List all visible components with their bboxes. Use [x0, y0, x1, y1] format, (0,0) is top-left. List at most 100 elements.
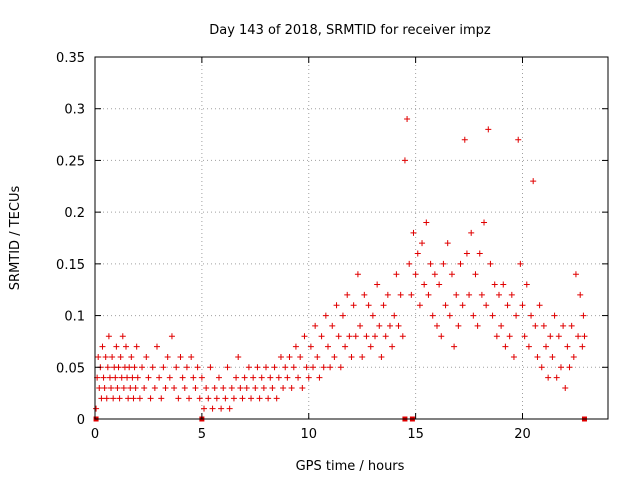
data-point — [481, 219, 488, 226]
data-point — [342, 343, 349, 350]
data-point — [248, 395, 255, 402]
data-point — [543, 343, 550, 350]
data-point — [352, 333, 359, 340]
data-point — [104, 364, 111, 371]
data-point — [282, 364, 289, 371]
data-point — [322, 312, 329, 319]
data-point — [560, 322, 567, 329]
data-point — [120, 384, 127, 391]
data-point — [423, 219, 430, 226]
data-point — [553, 374, 560, 381]
data-point — [525, 343, 532, 350]
data-point — [538, 364, 545, 371]
data-point — [540, 322, 547, 329]
data-point — [517, 260, 524, 267]
data-point — [250, 374, 257, 381]
data-point — [301, 333, 308, 340]
data-point — [393, 271, 400, 278]
y-tick-label: 0.2 — [64, 206, 85, 221]
data-point — [209, 405, 216, 412]
data-point — [414, 250, 421, 257]
data-point — [133, 343, 140, 350]
data-point — [175, 395, 182, 402]
data-point — [166, 374, 173, 381]
data-point — [580, 312, 587, 319]
data-point — [455, 322, 462, 329]
data-point — [254, 364, 261, 371]
data-point — [286, 353, 293, 360]
data-point — [386, 322, 393, 329]
data-point — [181, 384, 188, 391]
data-point — [485, 126, 492, 133]
data-point — [115, 364, 122, 371]
data-point — [369, 312, 376, 319]
data-point — [468, 229, 475, 236]
y-tick-label: 0.1 — [64, 310, 85, 325]
data-point — [498, 322, 505, 329]
data-point — [421, 281, 428, 288]
data-point — [183, 364, 190, 371]
data-point — [265, 395, 272, 402]
data-point — [401, 157, 408, 164]
data-point — [156, 374, 163, 381]
data-point — [252, 384, 259, 391]
data-point — [416, 302, 423, 309]
data-point — [160, 364, 167, 371]
data-point — [108, 384, 115, 391]
data-point — [493, 333, 500, 340]
y-axis-label: SRMTID / TECUs — [8, 186, 23, 291]
data-point — [226, 405, 233, 412]
data-point — [110, 395, 117, 402]
data-point — [404, 116, 411, 123]
data-point — [127, 384, 134, 391]
data-point — [350, 302, 357, 309]
data-point — [508, 291, 515, 298]
chart-title: Day 143 of 2018, SRMTID for receiver imp… — [209, 23, 491, 38]
data-point — [504, 302, 511, 309]
data-point — [95, 353, 102, 360]
data-point — [470, 312, 477, 319]
data-point — [506, 333, 513, 340]
y-tick-label: 0.15 — [56, 258, 85, 273]
data-point — [570, 353, 577, 360]
data-point — [151, 384, 158, 391]
data-point — [136, 395, 143, 402]
data-point — [117, 353, 124, 360]
data-point — [357, 322, 364, 329]
data-point — [235, 353, 242, 360]
data-point — [510, 353, 517, 360]
data-point — [141, 384, 148, 391]
data-point — [215, 374, 222, 381]
data-point — [205, 395, 212, 402]
data-point — [389, 343, 396, 350]
x-tick-label: 5 — [198, 427, 206, 442]
data-point — [186, 395, 193, 402]
grid — [95, 57, 608, 419]
data-point — [132, 384, 139, 391]
data-point — [101, 384, 108, 391]
data-point — [222, 395, 229, 402]
data-point — [427, 260, 434, 267]
data-point — [198, 374, 205, 381]
data-point — [310, 364, 317, 371]
data-point — [243, 384, 250, 391]
data-point — [532, 322, 539, 329]
data-point — [410, 229, 417, 236]
data-point — [316, 374, 323, 381]
data-point — [577, 291, 584, 298]
data-point — [131, 364, 138, 371]
data-point — [312, 322, 319, 329]
data-point — [476, 250, 483, 257]
data-point — [429, 312, 436, 319]
data-point — [263, 364, 269, 371]
data-point — [211, 384, 218, 391]
data-point — [557, 364, 564, 371]
data-point — [99, 343, 106, 350]
data-point — [173, 364, 180, 371]
data-point — [515, 136, 522, 143]
data-point — [564, 343, 571, 350]
data-point — [230, 395, 237, 402]
data-point — [513, 312, 520, 319]
y-tick-labels: 0 0.05 0.1 0.15 0.2 0.25 0.3 0.35 — [56, 51, 85, 428]
data-point — [374, 281, 381, 288]
